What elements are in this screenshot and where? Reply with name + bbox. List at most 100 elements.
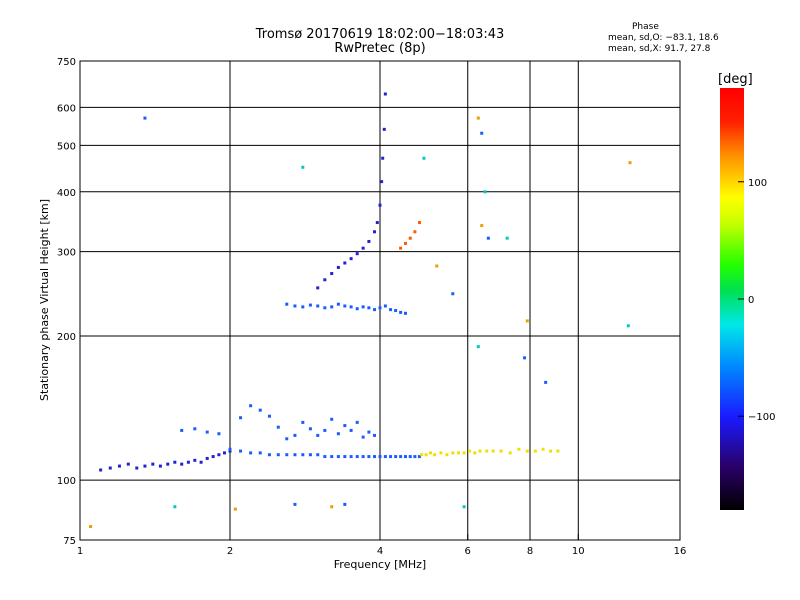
y-tick-label: 400 (57, 188, 76, 199)
data-point (285, 302, 289, 306)
data-point (381, 156, 385, 160)
data-point (301, 165, 305, 169)
x-tick-label: 4 (377, 546, 383, 557)
data-point (323, 306, 327, 310)
data-point (228, 449, 232, 453)
data-point (403, 311, 407, 315)
data-point (480, 131, 484, 135)
data-point (193, 458, 197, 462)
y-tick-label: 600 (57, 103, 76, 114)
data-point (330, 455, 334, 459)
chart-title: Tromsø 20170619 18:02:00−18:03:43 (255, 27, 505, 42)
colorbar-ticks: 100 0 −100 (738, 178, 775, 423)
data-point (408, 236, 412, 240)
data-point (323, 455, 327, 459)
data-point (343, 304, 347, 308)
data-point (330, 417, 334, 421)
data-point (399, 310, 403, 314)
data-point (258, 451, 262, 455)
data-point (383, 92, 387, 96)
data-point (389, 455, 393, 459)
data-point (355, 455, 359, 459)
stats-heading: Phase (632, 22, 659, 32)
data-point (301, 453, 305, 457)
x-axis-ticks: 1 2 4 6 8 10 16 (77, 534, 686, 557)
data-point (126, 462, 130, 466)
data-point (267, 453, 271, 457)
data-point (135, 466, 139, 470)
data-point (373, 433, 377, 437)
data-point (233, 507, 237, 511)
data-point (211, 455, 215, 459)
data-point (205, 456, 209, 460)
data-point (361, 305, 365, 309)
data-point (316, 286, 320, 290)
data-point (378, 455, 382, 459)
data-point (382, 127, 386, 131)
data-point (373, 455, 377, 459)
data-point (330, 505, 334, 509)
data-point (517, 447, 521, 451)
data-point (293, 453, 297, 457)
data-point (533, 449, 537, 453)
data-point (433, 453, 437, 457)
data-point (451, 292, 455, 296)
data-point (355, 252, 359, 256)
data-point (301, 305, 305, 309)
data-point (457, 451, 461, 455)
data-point (476, 116, 480, 120)
data-point (89, 525, 93, 529)
data-point (117, 464, 121, 468)
data-point (355, 420, 359, 424)
data-point (228, 447, 232, 451)
data-point (108, 466, 112, 470)
data-point (413, 230, 417, 234)
data-point (408, 455, 412, 459)
data-point (445, 453, 449, 457)
data-point (285, 453, 289, 457)
data-point (420, 453, 424, 457)
data-point (389, 308, 393, 312)
data-point (473, 451, 477, 455)
data-point (343, 502, 347, 506)
data-point (373, 230, 377, 234)
data-point (628, 161, 632, 165)
y-tick-label: 200 (57, 332, 76, 343)
data-point (525, 319, 529, 323)
data-point (323, 428, 327, 432)
data-point (173, 505, 177, 509)
data-point (485, 449, 489, 453)
data-point (330, 272, 334, 276)
data-point (394, 455, 398, 459)
data-point (462, 451, 466, 455)
data-point (308, 427, 312, 431)
data-point (276, 425, 280, 429)
data-point (367, 306, 371, 310)
data-point (361, 435, 365, 439)
data-point (422, 156, 426, 160)
data-point (378, 306, 382, 310)
data-point (173, 460, 177, 464)
data-point (435, 264, 439, 268)
grid-lines (80, 61, 680, 540)
data-point (308, 303, 312, 307)
data-point (480, 224, 484, 228)
data-point (316, 433, 320, 437)
data-point (193, 427, 197, 431)
data-point (151, 462, 155, 466)
data-point (462, 505, 466, 509)
data-point (380, 180, 384, 184)
data-point (293, 502, 297, 506)
data-point (336, 455, 340, 459)
data-point (330, 305, 334, 309)
data-point (186, 460, 190, 464)
data-point (417, 455, 421, 459)
data-point (349, 455, 353, 459)
data-point (249, 404, 253, 408)
data-point (349, 428, 353, 432)
data-point (486, 236, 490, 240)
data-point (361, 246, 365, 250)
data-point (505, 236, 509, 240)
data-point (343, 424, 347, 428)
data-point (383, 304, 387, 308)
